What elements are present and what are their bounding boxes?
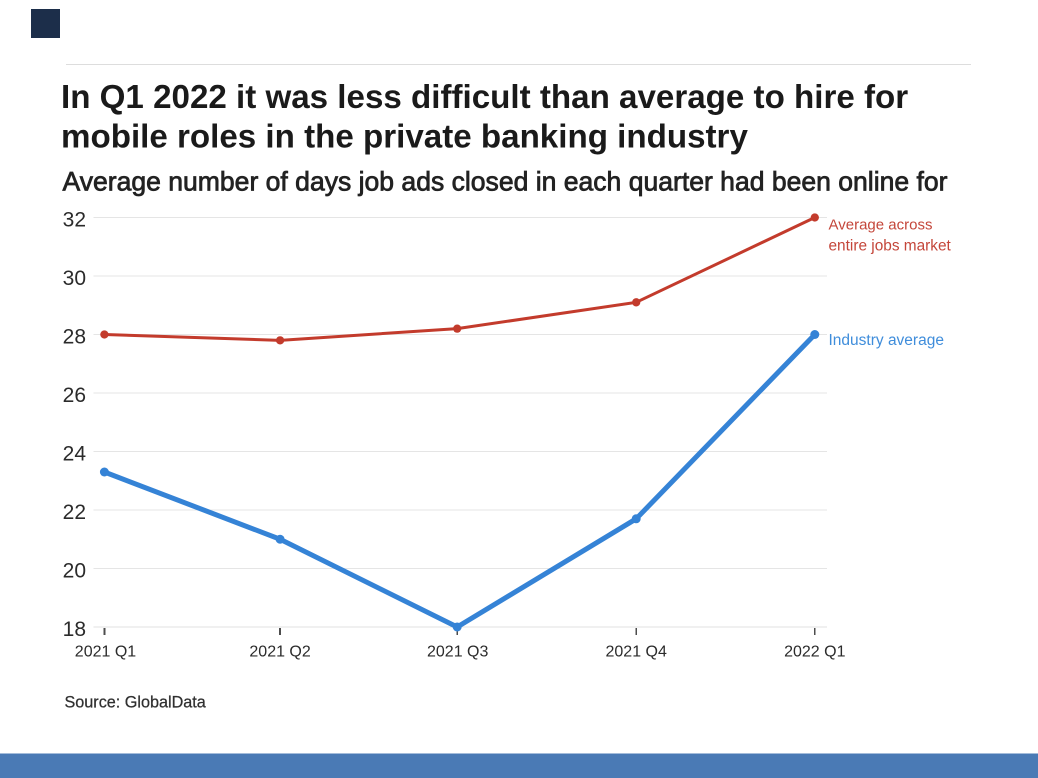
svg-text:28: 28 [63, 326, 86, 349]
svg-text:26: 26 [63, 384, 86, 407]
svg-text:32: 32 [63, 209, 86, 232]
svg-text:mobile roles in the private ba: mobile roles in the private banking indu… [61, 119, 748, 156]
svg-text:20: 20 [63, 560, 86, 583]
svg-text:Industry average: Industry average [829, 332, 944, 349]
svg-text:24: 24 [63, 443, 87, 466]
svg-text:18: 18 [63, 618, 86, 641]
svg-text:2022 Q1: 2022 Q1 [784, 644, 845, 661]
svg-text:2021 Q1: 2021 Q1 [75, 644, 136, 661]
svg-text:Average number of days job ads: Average number of days job ads closed in… [63, 167, 948, 197]
svg-text:entire jobs market: entire jobs market [829, 238, 952, 255]
svg-text:30: 30 [63, 267, 86, 290]
svg-text:In Q1 2022 it was less difficu: In Q1 2022 it was less difficult than av… [61, 79, 908, 116]
svg-text:Source: GlobalData: Source: GlobalData [65, 694, 206, 712]
svg-text:2021 Q4: 2021 Q4 [606, 644, 667, 661]
svg-text:22: 22 [63, 501, 86, 524]
svg-text:2021 Q2: 2021 Q2 [249, 644, 310, 661]
svg-text:2021 Q3: 2021 Q3 [427, 644, 488, 661]
svg-text:Average across: Average across [829, 217, 933, 234]
